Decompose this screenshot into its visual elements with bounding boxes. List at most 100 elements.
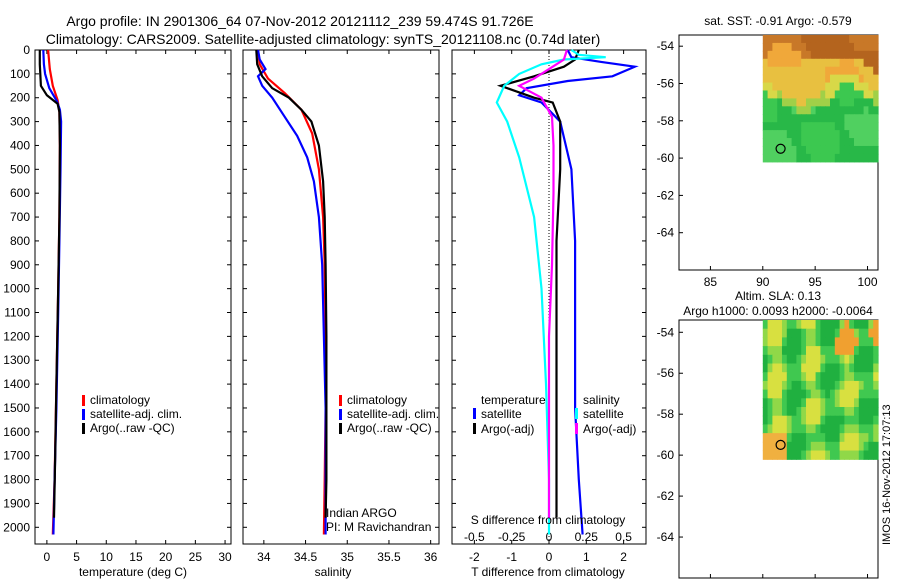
field-cell bbox=[844, 58, 850, 68]
field-cell bbox=[825, 138, 831, 147]
field-cell bbox=[844, 145, 850, 155]
field-cell bbox=[820, 424, 826, 434]
field-cell bbox=[849, 407, 855, 417]
field-cell bbox=[786, 122, 793, 131]
s-diff-tick-label: -0.5 bbox=[464, 530, 485, 544]
field-cell bbox=[815, 433, 821, 443]
field-cell bbox=[834, 380, 841, 391]
field-cell bbox=[762, 415, 769, 426]
field-cell bbox=[796, 424, 802, 434]
field-cell bbox=[834, 153, 841, 163]
field-cell bbox=[849, 441, 855, 452]
field-cell bbox=[854, 328, 860, 338]
field-cell bbox=[854, 106, 860, 115]
field-cell bbox=[834, 90, 841, 100]
field-cell bbox=[796, 407, 802, 417]
field-cell bbox=[825, 380, 831, 391]
field-cell bbox=[849, 354, 855, 365]
field-cell bbox=[762, 424, 769, 434]
field-cell bbox=[844, 90, 850, 100]
differences-series-salinity-satellite bbox=[495, 49, 606, 535]
field-cell bbox=[791, 433, 797, 443]
field-cell bbox=[834, 389, 841, 399]
field-cell bbox=[815, 346, 821, 356]
field-cell bbox=[858, 450, 865, 460]
field-cell bbox=[762, 372, 769, 382]
salinity-annotation-line1: Indian ARGO bbox=[326, 506, 397, 520]
field-cell bbox=[791, 98, 797, 107]
field-cell bbox=[781, 50, 788, 60]
field-cell bbox=[767, 441, 773, 452]
field-cell bbox=[772, 114, 778, 123]
field-cell bbox=[820, 122, 826, 131]
field-cell bbox=[796, 82, 802, 92]
field-cell bbox=[844, 130, 850, 139]
salinity-xtick-label: 35.5 bbox=[377, 550, 401, 564]
field-cell bbox=[786, 433, 793, 443]
field-cell bbox=[805, 42, 812, 52]
field-cell bbox=[825, 363, 831, 373]
field-cell bbox=[815, 450, 821, 460]
field-cell bbox=[820, 346, 826, 356]
field-cell bbox=[863, 354, 869, 365]
field-cell bbox=[849, 328, 855, 338]
temperature-xtick-label: 15 bbox=[129, 550, 143, 564]
s-difference-label: S difference from climatology bbox=[471, 513, 626, 527]
field-cell bbox=[796, 398, 802, 408]
salinity-legend-label: satellite-adj. clim. bbox=[347, 407, 439, 421]
field-cell bbox=[796, 90, 802, 100]
field-cell bbox=[830, 415, 836, 426]
field-cell bbox=[772, 389, 778, 399]
field-cell bbox=[786, 320, 793, 330]
field-cell bbox=[791, 372, 797, 382]
field-cell bbox=[863, 424, 869, 434]
differences-xtick-label: -1 bbox=[506, 550, 517, 564]
field-cell bbox=[873, 450, 879, 460]
field-cell bbox=[858, 130, 865, 139]
field-cell bbox=[839, 82, 845, 92]
field-cell bbox=[810, 130, 817, 139]
sst_map-lat-tick-label: -60 bbox=[657, 151, 675, 165]
field-cell bbox=[839, 450, 845, 460]
field-cell bbox=[796, 114, 802, 123]
field-cell bbox=[791, 424, 797, 434]
field-cell bbox=[767, 58, 773, 68]
field-cell bbox=[805, 130, 812, 139]
field-cell bbox=[815, 380, 821, 391]
field-cell bbox=[849, 380, 855, 391]
field-cell bbox=[849, 337, 855, 347]
field-cell bbox=[796, 337, 802, 347]
field-cell bbox=[810, 138, 817, 147]
field-cell bbox=[772, 106, 778, 115]
field-cell bbox=[825, 122, 831, 131]
field-cell bbox=[858, 138, 865, 147]
salinity-xtick-label: 34.5 bbox=[294, 550, 318, 564]
field-cell bbox=[805, 372, 812, 382]
field-cell bbox=[786, 90, 793, 100]
field-cell bbox=[805, 106, 812, 115]
field-cell bbox=[796, 441, 802, 452]
temperature-panel-frame bbox=[34, 49, 232, 545]
salinity-xtick-label: 36 bbox=[424, 550, 438, 564]
field-cell bbox=[815, 320, 821, 330]
field-cell bbox=[772, 66, 778, 76]
field-cell bbox=[844, 35, 850, 44]
field-cell bbox=[830, 407, 836, 417]
field-cell bbox=[815, 42, 821, 52]
field-cell bbox=[863, 145, 869, 155]
field-cell bbox=[810, 407, 817, 417]
field-cell bbox=[830, 346, 836, 356]
field-cell bbox=[781, 98, 788, 107]
field-cell bbox=[858, 363, 865, 373]
field-cell bbox=[849, 98, 855, 107]
field-cell bbox=[786, 337, 793, 347]
field-cell bbox=[796, 106, 802, 115]
field-cell bbox=[805, 380, 812, 391]
field-cell bbox=[834, 98, 841, 107]
depth-tick-label: 1000 bbox=[3, 282, 30, 296]
field-cell bbox=[858, 106, 865, 115]
field-cell bbox=[762, 58, 769, 68]
field-cell bbox=[858, 372, 865, 382]
field-cell bbox=[873, 398, 879, 408]
